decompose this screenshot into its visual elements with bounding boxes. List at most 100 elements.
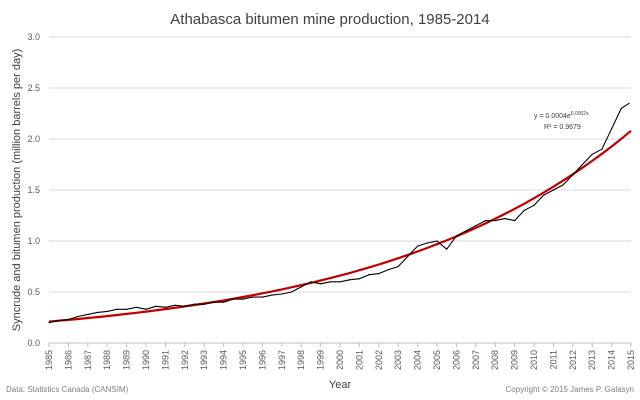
data-point [242,298,244,300]
y-tick-label: 1.5 [27,185,40,195]
y-tick-label: 2.5 [27,83,40,93]
data-point [533,204,535,206]
data-point [232,298,234,300]
y-tick-label: 1.0 [27,236,40,246]
data-point [543,194,545,196]
data-point [368,274,370,276]
x-tick-label: 2001 [354,350,364,370]
data-point [339,281,341,283]
data-point [310,281,312,283]
data-point [48,322,50,324]
data-point [77,315,79,318]
data-point [601,148,603,150]
data-point [155,305,157,307]
x-tick-label: 2007 [471,350,481,370]
x-tick-label: 1994 [219,350,229,370]
trend-equation-base: y = 0.0004e [534,113,571,120]
x-tick-label: 2004 [413,350,423,370]
data-point [271,294,273,296]
y-tick-label: 3.0 [27,32,40,42]
trend-equation-exponent: 0.0002x [571,111,589,117]
x-tick-label: 1999 [316,350,326,370]
data-point [213,301,215,303]
x-tick-label: 1998 [296,350,306,370]
data-point [290,291,293,293]
data-point [106,310,108,312]
data-point [193,303,196,305]
x-tick-label: 1993 [199,350,209,370]
y-tick-label: 2.0 [27,134,40,144]
data-point [387,268,390,271]
data-point [67,318,69,321]
data-point [135,306,137,308]
data-point [126,308,128,310]
x-tick-label: 2009 [510,350,520,370]
x-tick-label: 2014 [607,350,617,370]
data-point [174,304,176,306]
data-point [329,281,331,283]
data-point [184,305,186,307]
data-point [87,313,89,316]
data-point [552,189,555,191]
data-point [581,163,584,166]
data-point [611,128,613,130]
x-tick-label: 1986 [63,350,73,370]
x-tick-label: 2005 [432,350,442,370]
x-tick-label: 2008 [490,350,500,370]
data-point [484,220,487,222]
gridlines [49,36,631,293]
trend-line [48,129,632,323]
x-tick-label: 2006 [451,350,461,370]
y-axis-label: Syncrude and bitumen production (million… [11,49,23,331]
x-tick-label: 1985 [44,350,54,370]
data-point [252,296,254,298]
data-point [628,102,630,104]
x-tick-label: 1996 [257,350,267,370]
data-point [494,220,496,222]
chart-title: Athabasca bitumen mine production, 1985-… [170,11,489,28]
x-tick-label: 1992 [180,350,190,370]
y-axis: 0.0 0.5 1.0 1.5 2.0 2.5 3.0 [27,32,40,348]
data-point [203,303,205,305]
data-point [378,273,380,275]
x-tick-label: 1987 [83,350,93,370]
data-point [455,235,457,237]
data-point [475,225,477,227]
x-tick-label: 2015 [626,350,636,370]
data-point [164,306,166,308]
data-point [504,217,506,220]
x-tick-label: 2012 [568,350,578,370]
data-point [436,240,438,242]
data-point [145,308,147,310]
data-point [562,184,564,186]
x-tick-label: 1988 [102,350,112,370]
data-point [96,311,99,313]
production-line [48,102,630,324]
x-axis-label: Year [329,379,352,391]
x-tick-label: 2011 [548,350,558,369]
source-note: Data: Statistics Canada (CANSIM) [6,385,129,394]
data-point [397,265,399,268]
data-point [446,248,448,250]
data-point [58,319,60,322]
x-tick-label: 2013 [587,350,597,370]
copyright-note: Copyright © 2015 James P. Galasyn [506,385,634,394]
x-tick-label: 1997 [277,350,287,370]
x-tick-label: 1990 [141,350,151,370]
x-tick-label: 2002 [374,350,384,370]
data-series [48,102,630,324]
trend-series [48,129,632,323]
x-tick-label: 1991 [160,350,170,370]
x-axis: 1985 1986 1987 1988 1989 1990 1991 1992 1993 1994… [44,343,636,370]
data-point [591,153,593,155]
data-point [223,301,225,303]
data-point [620,107,622,109]
trend-r-squared: R² = 0.9679 [544,124,581,131]
data-point [320,283,322,285]
data-point [426,242,428,244]
data-point [465,230,467,232]
data-point [116,308,118,310]
x-tick-label: 2000 [335,350,345,370]
data-point [407,255,409,257]
